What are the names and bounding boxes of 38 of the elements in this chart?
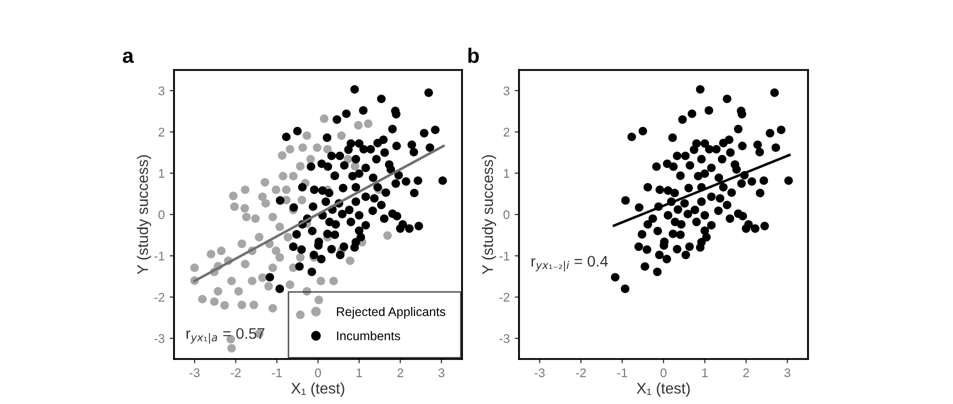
y-tick-label: 1 xyxy=(504,169,510,178)
y-tick-label: -2 xyxy=(154,292,164,302)
y-tick-label: 2 xyxy=(158,128,164,136)
x-tick-label: 3 xyxy=(784,368,790,378)
chart-title: b xyxy=(468,48,479,63)
x-tick-label: 1 xyxy=(356,368,362,378)
x-axis-title: X₁ (test) xyxy=(636,382,690,397)
x-tick-label: -3 xyxy=(190,368,200,378)
y-tick-label: 1 xyxy=(158,169,164,178)
x-tick-label: -2 xyxy=(230,368,241,378)
chart-title: a xyxy=(122,52,134,63)
x-tick-label: -1 xyxy=(272,368,282,378)
y-tick-label: -3 xyxy=(154,334,164,344)
annotation: r$_{yx₁|a}$ = 0.57 xyxy=(186,328,264,344)
y-axis-title: Y (study success) xyxy=(136,155,152,274)
y-tick-label: 3 xyxy=(158,86,164,96)
y-tick-label: -1 xyxy=(154,252,164,260)
x-tick-label: 1 xyxy=(702,368,708,378)
legend-label: Rejected Applicants xyxy=(336,306,446,319)
y-tick-label: 0 xyxy=(158,210,164,220)
x-tick-label: -1 xyxy=(617,368,628,378)
y-axis-title: Y (study success) xyxy=(482,155,496,274)
annotation: r$_{yx₁₋₂|i}$ = 0.4 xyxy=(532,256,608,272)
x-tick-label: 2 xyxy=(743,368,749,378)
x-axis-title: X₁ (test) xyxy=(291,382,344,397)
y-tick-label: -3 xyxy=(499,334,510,344)
y-tick-label: -1 xyxy=(499,252,510,260)
x-tick-label: 0 xyxy=(660,368,666,378)
x-tick-label: -3 xyxy=(534,368,545,378)
y-tick-label: 3 xyxy=(504,86,510,96)
y-tick-label: 2 xyxy=(504,128,510,136)
legend-label: Incumbents xyxy=(337,331,400,340)
y-tick-label: 0 xyxy=(504,210,510,220)
x-tick-label: 0 xyxy=(315,368,321,378)
x-tick-label: 3 xyxy=(438,368,444,378)
y-tick-label: -2 xyxy=(499,292,510,302)
x-tick-label: 2 xyxy=(397,368,404,378)
x-tick-label: -2 xyxy=(576,368,586,378)
